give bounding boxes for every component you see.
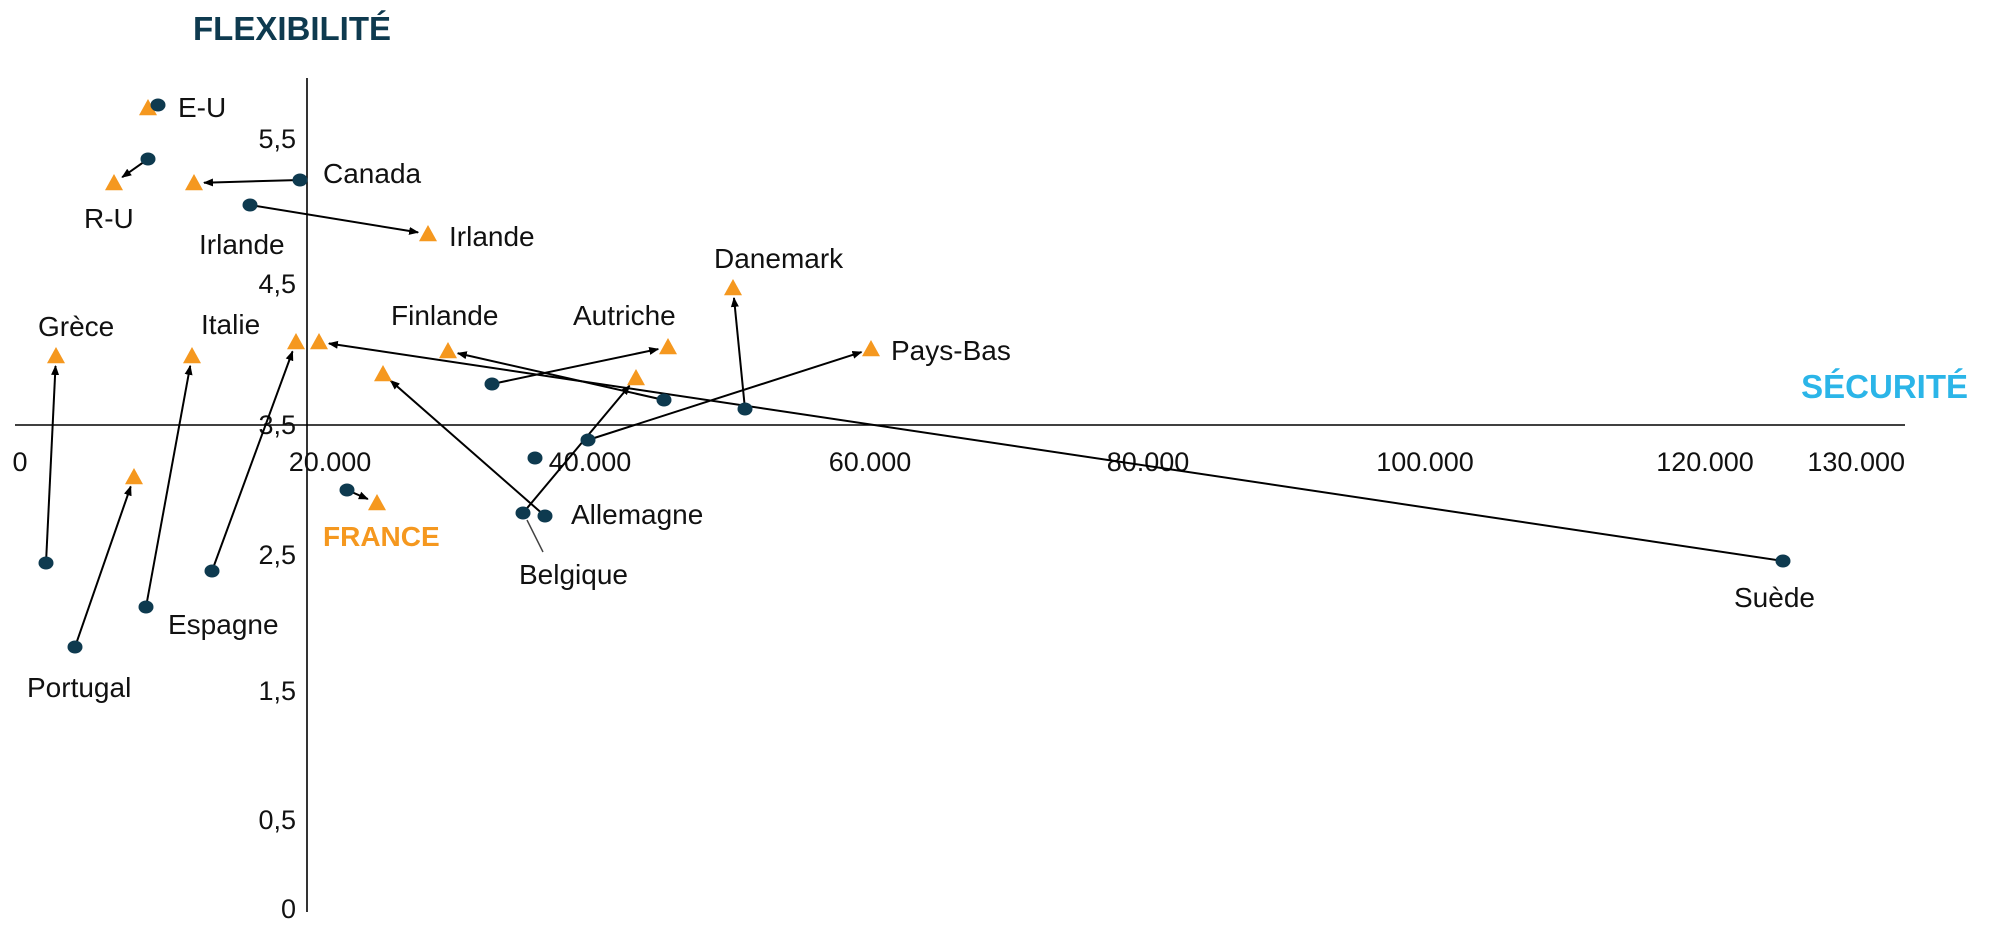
arrow-pays-bas xyxy=(587,351,863,441)
start-marker-belgique xyxy=(515,506,531,520)
label-r-u: R-U xyxy=(84,203,134,234)
leader-belgique xyxy=(526,519,544,553)
x-tick-label: 20.000 xyxy=(289,447,372,477)
arrow-autriche xyxy=(491,346,660,385)
arrow-su-de xyxy=(327,340,1784,562)
start-marker-irlande xyxy=(242,198,258,212)
y-tick-label: 4,5 xyxy=(258,269,296,299)
end-marker-italie xyxy=(183,347,201,364)
y-tick-label: 5,5 xyxy=(258,124,296,154)
label-finlande: Finlande xyxy=(391,300,498,331)
x-tick-label: 120.000 xyxy=(1656,447,1754,477)
extra-start-marker xyxy=(527,451,543,465)
label-belgique: Belgique xyxy=(519,559,628,590)
end-marker-autriche xyxy=(659,338,677,355)
start-marker-canada xyxy=(292,173,308,187)
end-marker-irlande xyxy=(419,225,437,242)
y-tick-label: 1,5 xyxy=(258,676,296,706)
label-gr-ce: Grèce xyxy=(38,311,114,342)
end-marker-gr-ce xyxy=(47,347,65,364)
end-marker-finlande xyxy=(439,342,457,359)
start-marker-allemagne xyxy=(537,509,553,523)
end-marker-belgique xyxy=(627,369,645,386)
x-tick-label: 0 xyxy=(12,447,27,477)
label-layer: E-U R-U Canada Irlande Irlande Grèce Portugal I… xyxy=(27,92,1815,703)
y-tick-label: 0 xyxy=(281,894,296,924)
y-axis-title: FLEXIBILITÉ xyxy=(193,10,391,47)
start-marker-gr-ce xyxy=(38,556,54,570)
start-marker-autriche xyxy=(484,377,500,391)
label-france: FRANCE xyxy=(323,521,440,552)
arrow-italie xyxy=(145,364,193,608)
end-marker-su-de xyxy=(310,333,328,350)
start-marker-su-de xyxy=(1775,554,1791,568)
x-tick-label: 100.000 xyxy=(1376,447,1474,477)
start-marker-portugal xyxy=(67,640,83,654)
start-marker-r-u xyxy=(140,152,156,166)
end-marker-e-u xyxy=(139,99,157,116)
end-marker-pays-bas xyxy=(862,340,880,357)
y-tick-label: 2,5 xyxy=(258,540,296,570)
arrow-espagne xyxy=(211,350,294,572)
start-marker-pays-bas xyxy=(580,433,596,447)
end-marker-portugal xyxy=(125,468,143,485)
x-tick-label: 130.000 xyxy=(1807,447,1905,477)
label-portugal: Portugal xyxy=(27,672,131,703)
start-marker-finlande xyxy=(656,393,672,407)
start-marker-italie xyxy=(138,600,154,614)
x-tick-label: 40.000 xyxy=(549,447,632,477)
end-marker-r-u xyxy=(105,174,123,191)
label-e-u: E-U xyxy=(178,92,226,123)
label-danemark: Danemark xyxy=(714,243,844,274)
label-espagne: Espagne xyxy=(168,609,279,640)
arrow-gr-ce xyxy=(45,364,60,564)
start-marker-e-u xyxy=(150,98,166,112)
end-marker-danemark xyxy=(724,279,742,296)
end-marker-espagne xyxy=(287,333,305,350)
label-su-de: Suède xyxy=(1734,582,1815,613)
end-marker-france xyxy=(368,494,386,511)
x-tick-label: 60.000 xyxy=(829,447,912,477)
x-axis-title: SÉCURITÉ xyxy=(1801,368,1968,405)
end-marker-allemagne xyxy=(374,365,392,382)
arrow-allemagne xyxy=(389,379,546,517)
start-marker-danemark xyxy=(737,402,753,416)
axis-ticks: 0 20.000 40.000 60.000 80.000 100.000 120.000 1… xyxy=(12,124,1905,924)
marker-layer xyxy=(38,98,1791,654)
arrow-portugal xyxy=(74,485,132,648)
arrow-belgique xyxy=(522,384,631,514)
arrow-irlande xyxy=(249,204,420,235)
y-tick-label: 0,5 xyxy=(258,805,296,835)
start-marker-france xyxy=(339,483,355,497)
arrow-canada xyxy=(202,178,301,187)
label-pays-bas: Pays-Bas xyxy=(891,335,1011,366)
label-irlande-origin: Irlande xyxy=(199,229,285,260)
label-italie: Italie xyxy=(201,309,260,340)
label-allemagne: Allemagne xyxy=(571,499,703,530)
label-irlande: Irlande xyxy=(449,221,535,252)
end-marker-canada xyxy=(185,174,203,191)
start-marker-espagne xyxy=(204,564,220,578)
y-tick-label: 3,5 xyxy=(258,410,296,440)
label-autriche: Autriche xyxy=(573,300,676,331)
label-canada: Canada xyxy=(323,158,422,189)
